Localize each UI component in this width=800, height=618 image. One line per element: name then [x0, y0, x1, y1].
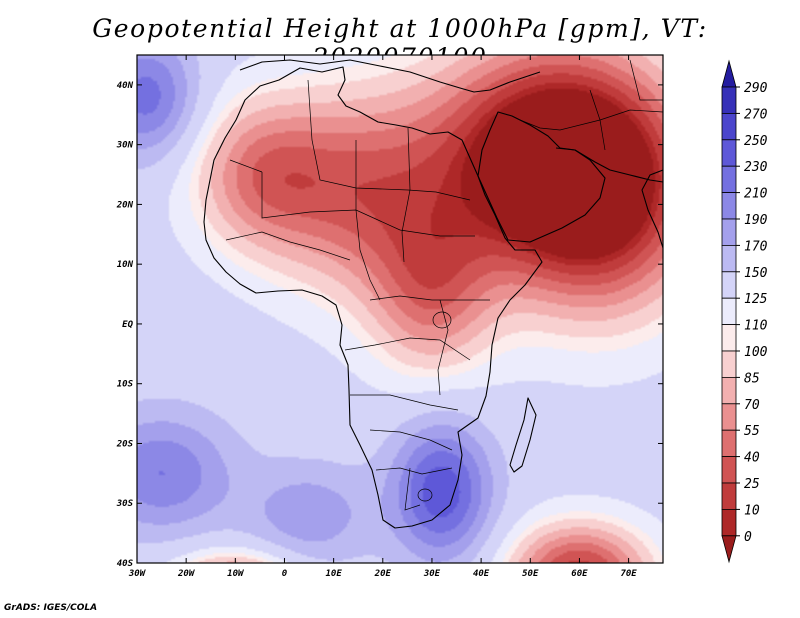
colorbar-label: 40 [744, 451, 760, 466]
lat-label: 20S [116, 439, 134, 449]
colorbar-segment [721, 350, 737, 378]
colorbar-bottom-arrow [721, 535, 737, 564]
latitude-axis-labels: 40N 30N 20N 10N EQ 10S 20S 30S 40S [116, 81, 134, 569]
colorbar-label: 55 [744, 424, 760, 439]
africa-coastline [203, 66, 543, 529]
colorbar-label: 85 [744, 371, 760, 386]
lat-label: 40S [117, 559, 134, 569]
colorbar-segment [721, 376, 737, 405]
axis-ticks [136, 55, 663, 564]
colorbar-top-arrow [721, 59, 737, 88]
colorbar-segment [721, 297, 737, 326]
longitude-axis-labels: 30W 20W 10W 0 10E 20E 30E 40E 50E 60E 70E [128, 569, 637, 579]
country-borders [225, 59, 663, 511]
colorbar-segment [721, 403, 737, 431]
colorbar-label: 0 [744, 530, 752, 545]
colorbar-label: 270 [744, 107, 768, 122]
colorbar-segment [721, 139, 737, 167]
field-raster [137, 55, 663, 563]
coastlines [203, 59, 663, 529]
colorbar-label: 110 [744, 319, 768, 334]
colorbar-segment [721, 218, 737, 246]
colorbar-label: 125 [744, 292, 768, 307]
lat-label: 30N [116, 141, 134, 151]
colorbar-label: 250 [744, 134, 768, 149]
colorbar-label: 150 [744, 266, 768, 281]
colorbar-segment [721, 86, 737, 114]
lon-label: 0 [282, 569, 288, 579]
colorbar-label: 190 [744, 213, 768, 228]
colorbar-label: 210 [744, 187, 768, 202]
india-coast [641, 169, 663, 249]
lon-label: 20W [177, 569, 196, 579]
lon-label: 40E [473, 569, 490, 579]
plot-frame [136, 54, 664, 564]
lon-label: 20E [374, 569, 392, 579]
lat-label: 20N [116, 200, 134, 210]
mediterranean-north-coast [239, 59, 541, 93]
colorbar-label: 170 [744, 239, 768, 254]
colorbar-segment [721, 508, 737, 537]
colorbar-label: 100 [744, 345, 768, 360]
lat-label: 10S [117, 380, 134, 390]
colorbar-label: 70 [744, 398, 760, 413]
contour-field [137, 55, 663, 563]
lon-label: 60E [571, 569, 588, 579]
lon-label: 70E [620, 569, 637, 579]
grads-credit: GrADS: IGES/COLA [4, 603, 98, 613]
lon-label: 10E [326, 569, 343, 579]
lon-label: 10W [227, 569, 245, 579]
colorbar-segment [721, 113, 737, 141]
colorbar-segment [721, 271, 737, 299]
colorbar-segment [721, 456, 737, 484]
colorbar-segment [721, 324, 737, 352]
colorbar-segment [721, 192, 737, 220]
lon-label: 30W [128, 569, 147, 579]
lat-label: EQ [122, 320, 133, 330]
colorbar-label: 290 [744, 81, 768, 96]
colorbar-label: 10 [744, 503, 760, 518]
arabia-coastline [477, 111, 606, 243]
lat-label: 30S [116, 499, 134, 509]
colorbar-label: 25 [744, 477, 760, 492]
colorbar: 2902702502302101901701501251101008570554… [721, 59, 768, 564]
colorbar-segment [721, 482, 737, 510]
persian-gulf-coast [555, 147, 663, 183]
colorbar-label: 230 [744, 160, 768, 175]
lat-label: 10N [117, 260, 134, 270]
colorbar-segment [721, 429, 737, 458]
colorbar-segment [721, 165, 737, 193]
lon-label: 50E [522, 569, 539, 579]
madagascar-coastline [509, 397, 537, 473]
lat-label: 40N [117, 81, 134, 91]
lon-label: 30E [423, 569, 441, 579]
colorbar-segment [721, 244, 737, 273]
